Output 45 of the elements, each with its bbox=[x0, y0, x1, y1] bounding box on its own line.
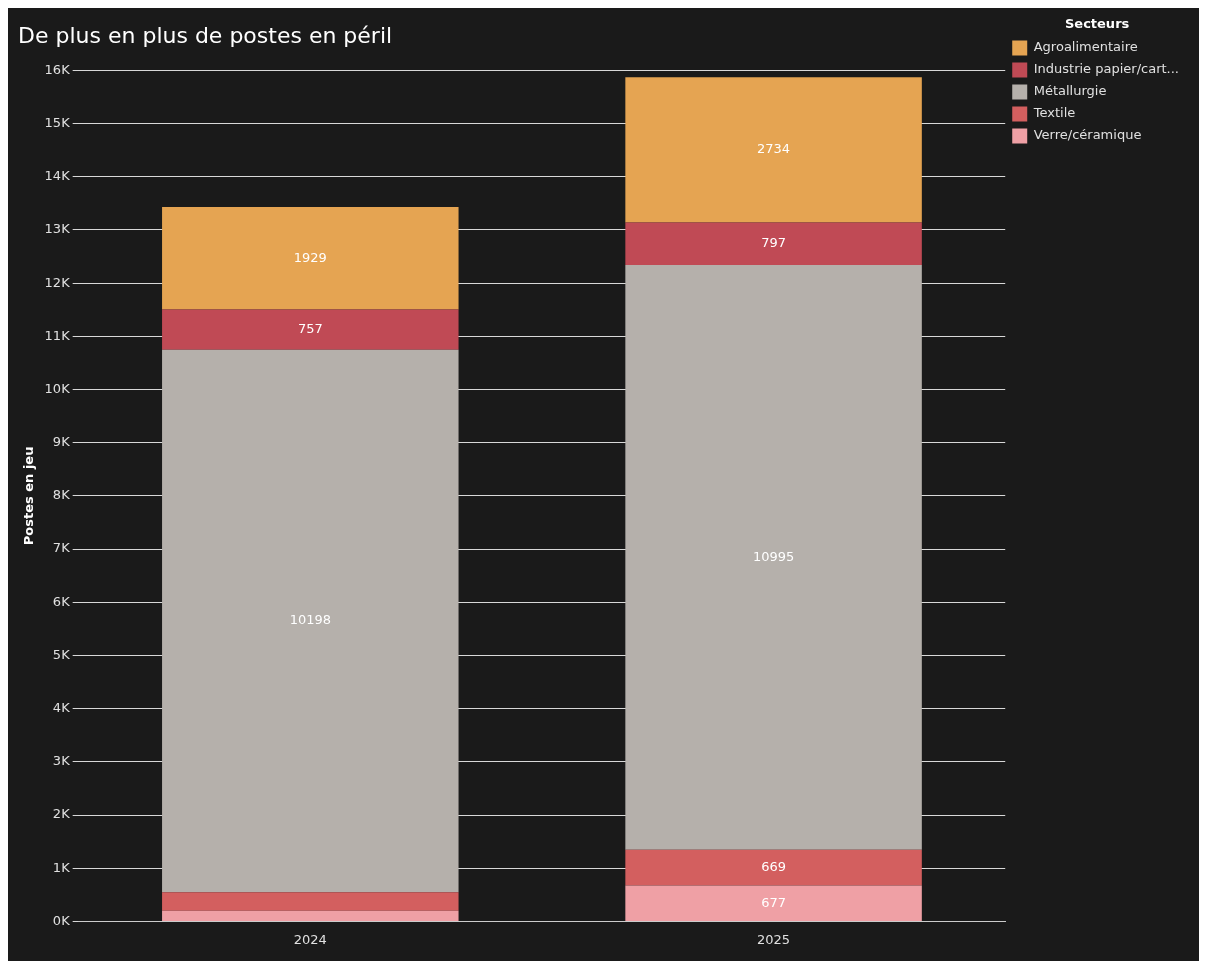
legend-title: Secteurs bbox=[1064, 15, 1130, 31]
data-label: 2734 bbox=[757, 141, 791, 157]
y-tick-label: 4K bbox=[52, 700, 71, 716]
y-tick-label: 3K bbox=[52, 753, 71, 769]
y-axis-title: Postes en jeu bbox=[21, 446, 37, 546]
data-label: 10995 bbox=[752, 548, 795, 564]
y-tick-label: 10K bbox=[44, 380, 71, 396]
y-tick-label: 14K bbox=[44, 168, 71, 184]
y-tick-label: 0K bbox=[52, 912, 71, 928]
data-label: 757 bbox=[297, 320, 323, 336]
data-label: 1929 bbox=[293, 249, 327, 265]
data-label: 669 bbox=[761, 858, 786, 874]
y-tick-label: 2K bbox=[52, 806, 71, 822]
x-tick-label: 2025 bbox=[757, 931, 791, 947]
legend-label: Verre/céramique bbox=[1033, 127, 1142, 143]
bar bbox=[625, 222, 922, 266]
bar bbox=[162, 309, 459, 350]
y-tick-label: 6K bbox=[52, 593, 71, 609]
chart-title: De plus en plus de postes en péril bbox=[18, 22, 393, 48]
data-label: 677 bbox=[761, 894, 786, 910]
y-tick-label: 8K bbox=[52, 487, 71, 503]
bar bbox=[162, 206, 459, 310]
y-tick-label: 9K bbox=[52, 434, 71, 450]
y-tick-label: 5K bbox=[52, 646, 71, 662]
y-tick-label: 7K bbox=[52, 540, 71, 556]
data-label: 797 bbox=[761, 235, 786, 251]
y-tick-label: 12K bbox=[44, 274, 71, 290]
legend-label: Métallurgie bbox=[1033, 83, 1107, 99]
x-tick-label: 2024 bbox=[293, 931, 327, 947]
bar bbox=[625, 77, 922, 223]
bar bbox=[625, 849, 922, 886]
y-tick-label: 1K bbox=[52, 859, 71, 875]
y-tick-label: 16K bbox=[44, 61, 71, 77]
bar bbox=[162, 892, 459, 911]
legend-label: Textile bbox=[1032, 105, 1076, 121]
y-tick-label: 11K bbox=[44, 327, 71, 343]
y-tick-label: 13K bbox=[44, 221, 71, 237]
legend-label: Agroalimentaire bbox=[1033, 39, 1138, 55]
bar bbox=[162, 349, 459, 893]
bar bbox=[625, 265, 922, 850]
legend-label: Industrie papier/cart... bbox=[1033, 61, 1179, 77]
bar bbox=[162, 910, 459, 921]
bar bbox=[625, 885, 922, 921]
y-tick-label: 15K bbox=[44, 114, 71, 130]
data-label: 10198 bbox=[289, 612, 331, 628]
